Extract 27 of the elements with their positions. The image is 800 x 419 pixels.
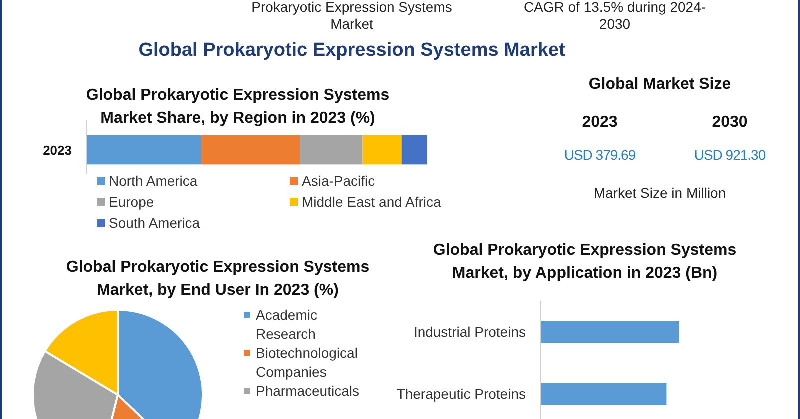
legend-label: Academic Research (256, 307, 318, 342)
chart-title: Global Prokaryotic Expression Systems Market Share, by Region in 2023 (%) (86, 87, 390, 127)
text: CAGR of 13.5% during 2024-2030 (524, 0, 706, 32)
legend-label: Middle East and Africa (302, 194, 442, 210)
bar (362, 135, 402, 165)
bar (402, 135, 427, 165)
legend-label: North America (109, 173, 198, 189)
legend-label: Pharmaceuticals (256, 383, 360, 399)
bar (87, 135, 202, 165)
legend-label: Asia-Pacific (302, 173, 376, 189)
y-tick-label: Industrial Proteins (414, 324, 526, 340)
chart-title: Global Prokaryotic Expression Systems Market, by Application in 2023 (Bn) (433, 242, 737, 282)
category-label: 2023 (582, 114, 618, 131)
chart-title: Global Prokaryotic Expression Systems Market, by End User In 2023 (%) (66, 259, 370, 299)
text: Global Prokaryotic Expression Systems Market (138, 40, 566, 61)
text: Global Market Size (588, 76, 732, 93)
bar (300, 135, 363, 165)
text: Market Size in Million (594, 185, 726, 201)
category-label: 2030 (712, 114, 748, 131)
legend-label: South America (109, 215, 200, 231)
y-tick-label: Therapeutic Proteins (396, 386, 526, 402)
bar (201, 135, 300, 165)
legend-label: Europe (109, 194, 154, 210)
legend-label: Biotechnological Companies (256, 345, 358, 380)
text: Prokaryotic Expression Systems Market (252, 0, 452, 32)
data-label: USD 379.69 (564, 147, 636, 163)
data-label: USD 921.30 (694, 147, 766, 163)
